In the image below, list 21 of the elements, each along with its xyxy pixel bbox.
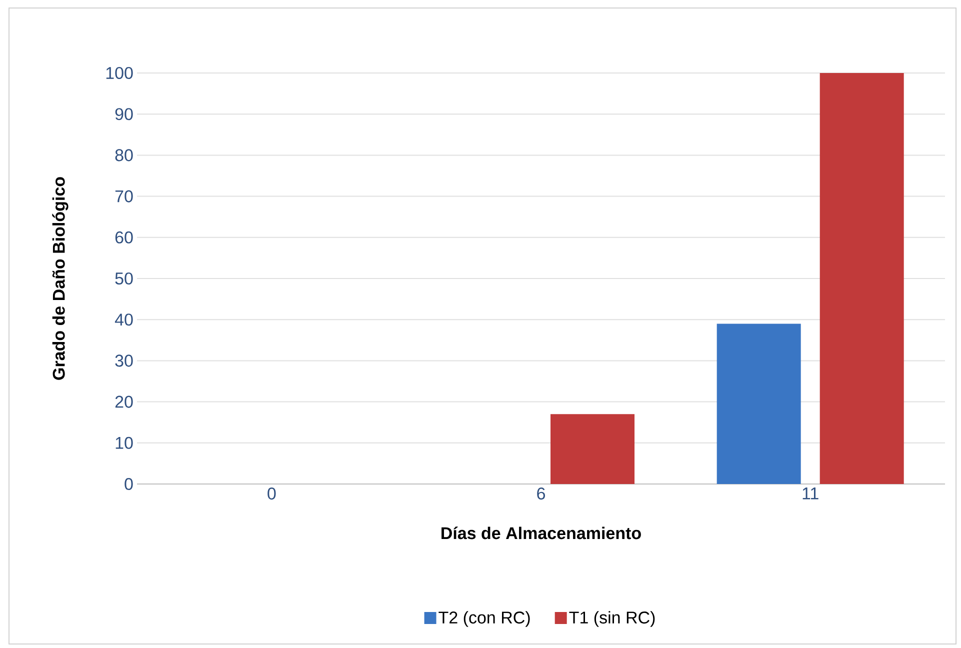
y-tick-label: 20 — [115, 396, 133, 408]
x-tick-label: 0 — [268, 488, 276, 500]
y-tick-label: 90 — [115, 108, 133, 120]
y-tick-label: 30 — [115, 354, 133, 367]
bar — [716, 324, 801, 484]
y-tick-label: 80 — [115, 149, 133, 162]
y-tick-label: 70 — [115, 190, 133, 202]
y-tick-label: 60 — [115, 231, 133, 244]
x-tick-label: 11 — [802, 488, 818, 500]
legend-label: T2 (con RC) — [438, 611, 530, 627]
x-tick-label: 6 — [537, 488, 545, 500]
y-tick-label: 0 — [124, 478, 133, 490]
x-axis-title: Días de Almacenamiento — [442, 526, 641, 540]
y-tick-label: 10 — [116, 436, 133, 449]
y-tick-label: 100 — [106, 66, 133, 80]
y-axis-title: Grado de Daño Biológico — [52, 177, 68, 380]
legend-label: T1 (sin RC) — [569, 611, 655, 627]
y-tick-label: 40 — [114, 314, 133, 326]
y-tick-label: 50 — [115, 272, 133, 285]
bar — [550, 414, 635, 484]
bar — [820, 72, 904, 484]
